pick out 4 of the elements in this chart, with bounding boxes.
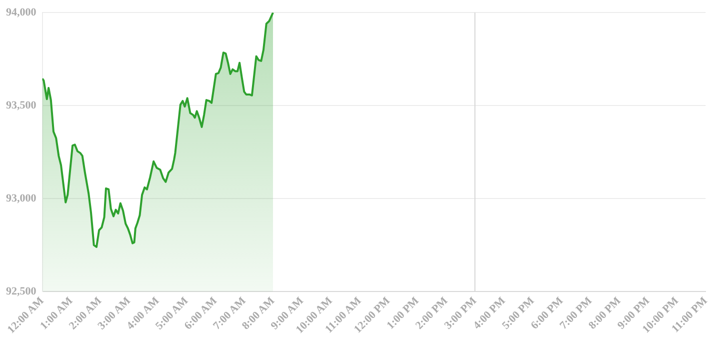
- y-tick-label: 94,000: [6, 6, 37, 18]
- y-tick-label: 93,000: [6, 192, 37, 204]
- y-tick-label: 93,500: [6, 99, 37, 112]
- y-tick-label: 92,500: [6, 285, 37, 298]
